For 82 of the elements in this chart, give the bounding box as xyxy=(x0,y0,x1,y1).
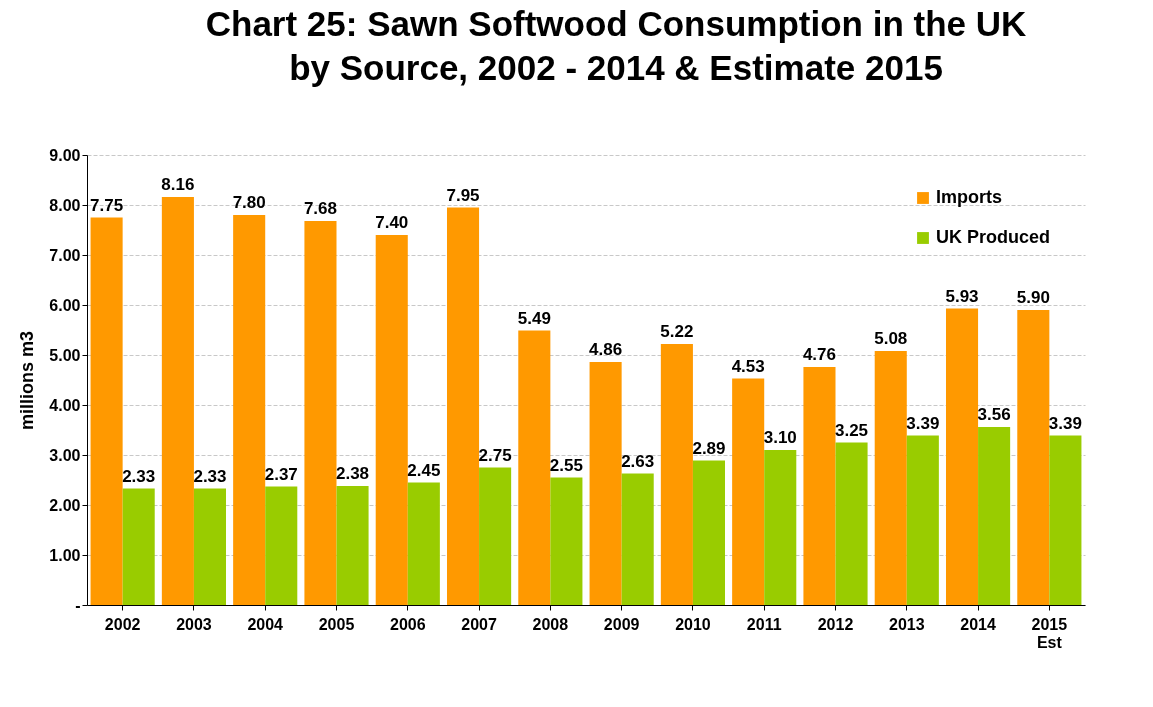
y-tick-label: 1.00 xyxy=(49,546,81,564)
bar xyxy=(874,351,907,605)
bar xyxy=(732,378,765,605)
data-label: 7.68 xyxy=(303,199,338,218)
y-tick-label: 4.00 xyxy=(49,396,81,414)
x-tick-label: 2014 xyxy=(960,615,996,633)
y-tick-label: 3.00 xyxy=(49,446,81,464)
data-label: 8.16 xyxy=(161,175,195,194)
x-tick-label: 2004 xyxy=(247,615,284,633)
data-label: 4.86 xyxy=(589,340,623,359)
data-label: 4.53 xyxy=(731,356,765,376)
x-tick-label: 2010 xyxy=(675,615,711,633)
bar xyxy=(835,442,868,605)
y-tick-label: 2.00 xyxy=(49,496,81,514)
bar xyxy=(304,221,337,605)
data-label: 3.39 xyxy=(906,413,940,433)
x-tick-label: 2007 xyxy=(461,615,497,633)
bar xyxy=(122,488,155,605)
bar xyxy=(1049,435,1082,605)
x-tick-label: 2006 xyxy=(389,615,426,633)
data-label: 2.89 xyxy=(692,438,726,458)
bar xyxy=(660,344,693,605)
y-tick-label: 7.00 xyxy=(49,246,81,264)
bar xyxy=(336,486,369,605)
bar xyxy=(978,427,1011,605)
bar xyxy=(446,207,480,605)
bar xyxy=(233,215,266,605)
bar xyxy=(265,486,298,605)
data-label: 7.40 xyxy=(375,213,409,232)
x-tick-label: 2015 Est xyxy=(1031,615,1068,651)
data-label: 5.90 xyxy=(1016,288,1050,307)
x-tick-label: 2005 xyxy=(318,615,355,633)
data-label: 7.80 xyxy=(232,193,266,212)
y-tick-label: 5.00 xyxy=(49,346,81,364)
data-label: 2.75 xyxy=(478,445,512,465)
data-label: 2.33 xyxy=(193,466,227,486)
bar xyxy=(621,473,654,605)
text: Chart 25: Sawn Softwood Consumption in the UK xyxy=(205,4,1027,43)
data-label: 5.08 xyxy=(874,329,908,348)
data-label: 5.93 xyxy=(945,286,979,306)
y-tick-label: 6.00 xyxy=(49,296,81,314)
y-tick-label: 9.00 xyxy=(49,146,81,164)
bar xyxy=(161,197,194,605)
bar xyxy=(945,308,979,605)
x-tick-label: 2012 xyxy=(817,615,854,633)
data-label: 7.75 xyxy=(90,195,124,215)
data-label: 5.22 xyxy=(660,322,694,341)
bar xyxy=(906,435,939,605)
bar xyxy=(407,482,440,605)
x-tick-label: 2003 xyxy=(176,615,212,633)
data-label: 2.37 xyxy=(264,464,298,484)
x-tick-label: 2013 xyxy=(888,615,925,633)
data-label: 3.25 xyxy=(834,420,869,440)
bar xyxy=(692,460,726,605)
bar xyxy=(193,488,227,605)
y-tick-label: 8.00 xyxy=(49,196,81,214)
data-label: 2.38 xyxy=(335,464,370,483)
data-label: 5.49 xyxy=(517,308,551,328)
bar xyxy=(375,235,408,605)
data-label: 4.76 xyxy=(802,345,837,364)
x-tick-label: 2011 xyxy=(746,615,782,633)
bar xyxy=(589,362,622,605)
bar xyxy=(803,367,836,605)
y-tick-label: - xyxy=(75,596,81,614)
bar xyxy=(90,217,123,605)
text: by Source, 2002 - 2014 & Estimate 2015 xyxy=(289,48,943,87)
data-label: 3.56 xyxy=(977,405,1011,424)
data-label: 7.95 xyxy=(446,185,480,205)
legend-label: UK Produced xyxy=(936,227,1051,247)
x-tick-label: 2002 xyxy=(104,615,141,633)
data-label: 3.39 xyxy=(1048,413,1082,433)
x-tick-label: 2008 xyxy=(532,615,569,633)
x-tick-label: 2009 xyxy=(603,615,640,633)
data-label: 2.55 xyxy=(549,455,583,475)
bar xyxy=(550,477,583,605)
bar xyxy=(479,467,512,605)
bar xyxy=(764,450,797,605)
legend-label: Imports xyxy=(936,187,1003,207)
bar xyxy=(518,330,551,605)
y-axis-title: millions m3 xyxy=(17,330,38,431)
bar xyxy=(1017,310,1050,605)
data-label: 3.10 xyxy=(763,428,797,447)
